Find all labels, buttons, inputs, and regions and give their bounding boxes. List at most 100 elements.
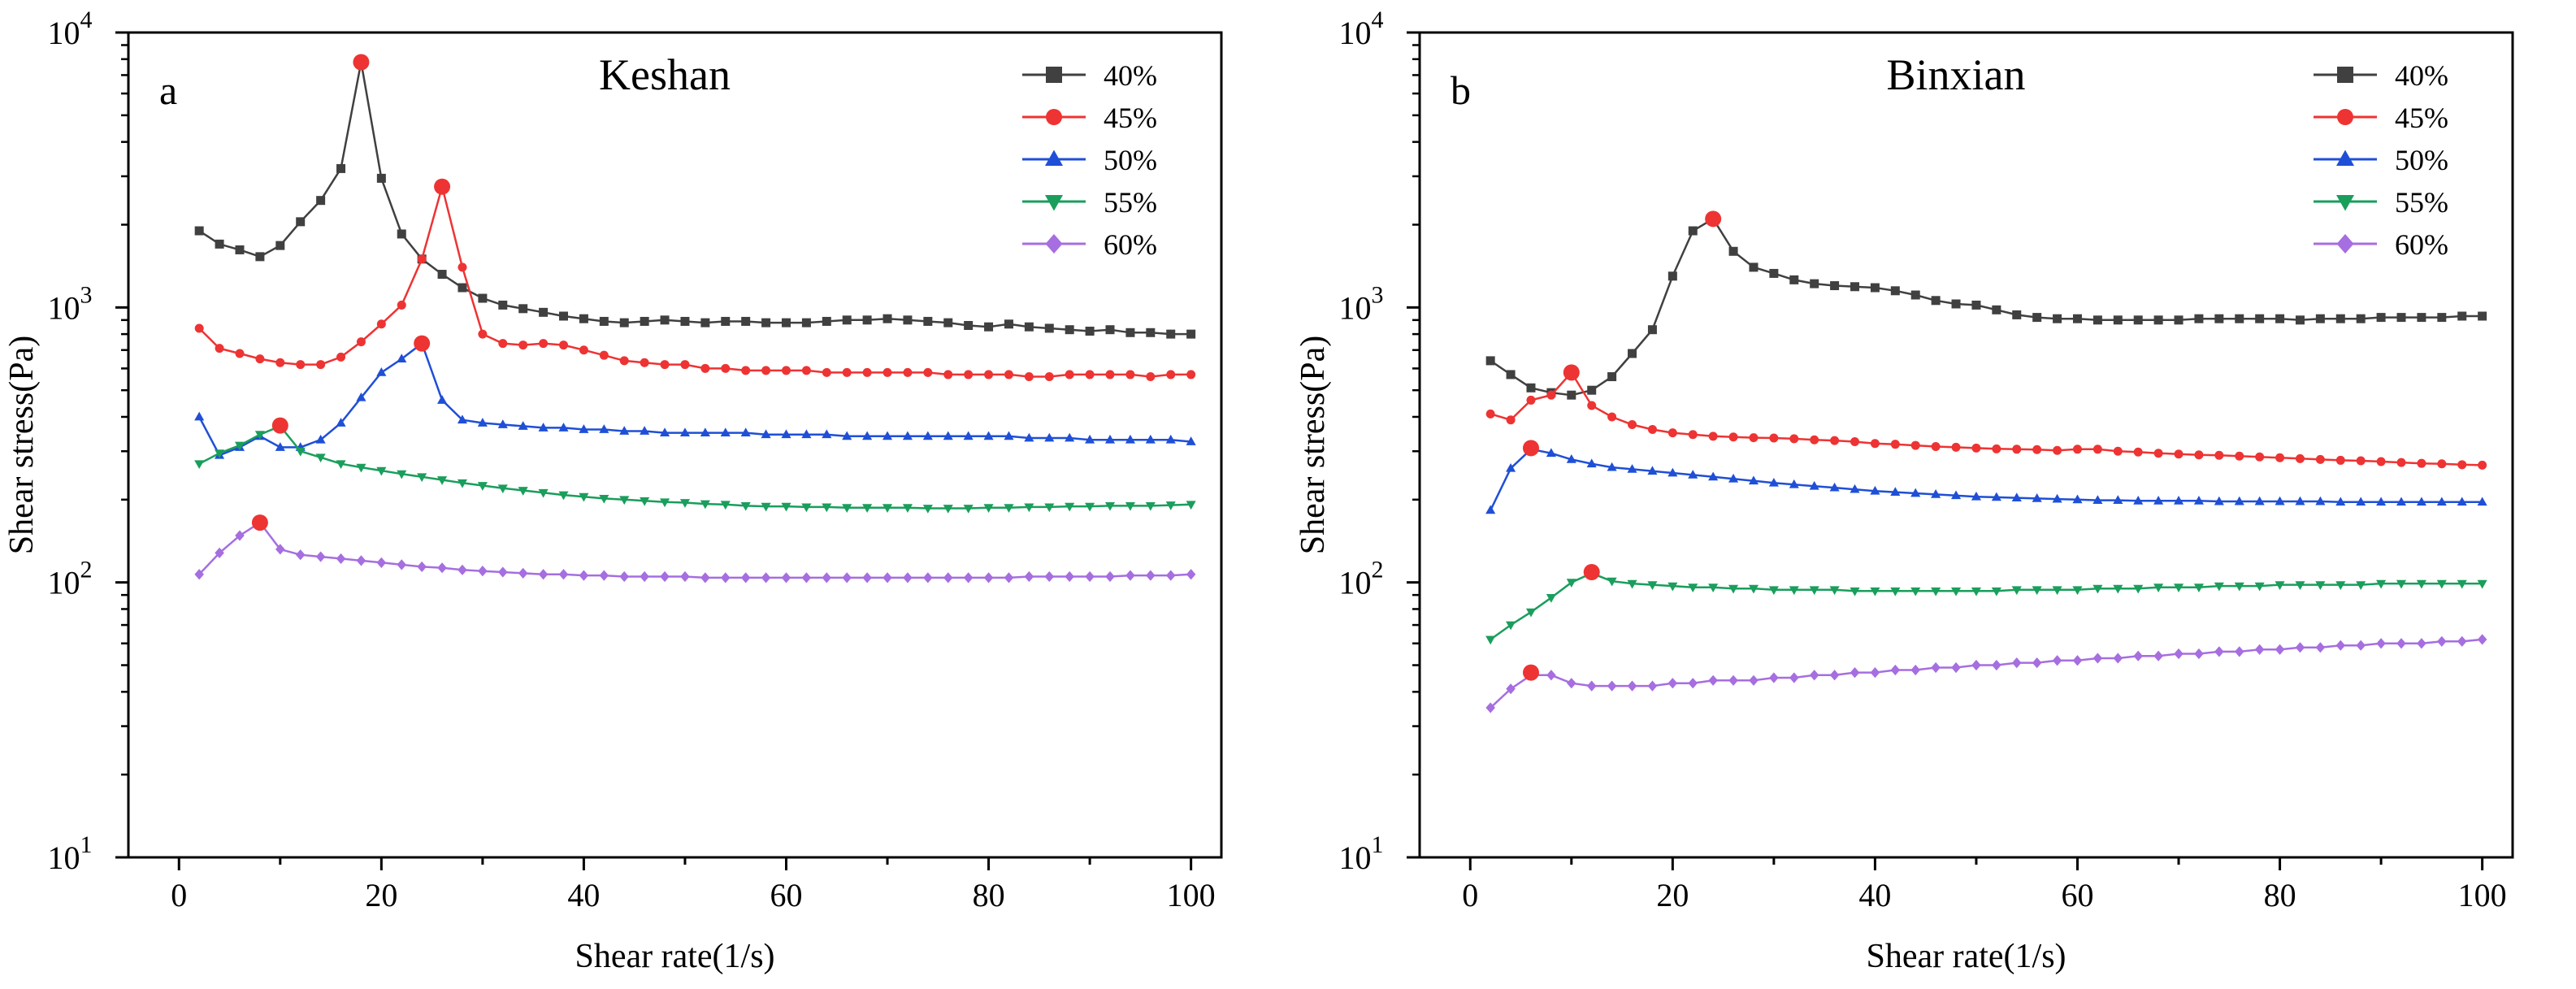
data-point	[2315, 314, 2325, 323]
data-point	[376, 319, 386, 329]
panel-letter: b	[1451, 67, 1471, 113]
data-point	[2234, 496, 2244, 505]
data-point	[619, 570, 630, 583]
series-60-pct	[1485, 634, 2487, 714]
data-point	[1627, 579, 1637, 589]
data-point	[1186, 370, 1196, 380]
data-point	[1809, 586, 1819, 596]
data-point	[1809, 670, 1819, 681]
data-point	[1749, 262, 1759, 272]
data-point	[1870, 439, 1880, 449]
data-point	[2275, 644, 2285, 655]
data-point	[680, 570, 690, 583]
data-point	[478, 293, 488, 303]
data-point	[1125, 434, 1135, 444]
x-tick-label: 100	[2458, 877, 2507, 913]
data-point	[234, 441, 245, 451]
data-point	[1647, 325, 1657, 335]
x-tick-label: 40	[1858, 877, 1891, 913]
data-point	[1830, 436, 1840, 445]
data-point	[2072, 586, 2083, 596]
series-line	[198, 182, 1191, 378]
data-point	[1186, 569, 1196, 580]
data-point	[640, 316, 649, 326]
series-line	[1490, 217, 2483, 397]
data-point	[296, 217, 306, 227]
data-point	[1085, 570, 1095, 583]
data-point	[2356, 456, 2366, 466]
data-point	[2396, 458, 2406, 467]
data-point	[862, 431, 873, 440]
legend: 40% 45% 50% 55% 60%	[1022, 59, 1157, 261]
data-point	[2113, 653, 2123, 664]
data-point	[883, 314, 892, 323]
data-point	[2335, 581, 2346, 590]
y-axis-label: Shear stress(Pa)	[3, 336, 41, 554]
legend-label: 55%	[2395, 186, 2448, 219]
data-point	[1931, 489, 1941, 498]
y-tick-label: 102	[48, 557, 93, 601]
data-point	[1850, 282, 1860, 292]
data-point	[1688, 583, 1698, 592]
data-point	[761, 318, 771, 327]
data-point	[559, 341, 569, 350]
data-point	[275, 241, 285, 250]
data-point	[943, 318, 953, 327]
data-point	[2173, 583, 2184, 592]
data-point	[943, 431, 953, 440]
data-point	[781, 572, 791, 583]
data-point	[498, 300, 508, 310]
data-point	[1748, 475, 1759, 485]
data-point	[1931, 662, 1941, 674]
data-point	[1105, 370, 1115, 380]
x-tick-label: 40	[567, 877, 600, 913]
data-point	[518, 567, 528, 579]
data-point	[1105, 325, 1115, 335]
data-point	[761, 429, 771, 439]
data-point	[2032, 445, 2042, 454]
data-point	[1526, 383, 1536, 393]
data-point	[2376, 638, 2386, 649]
data-point	[1044, 323, 1054, 333]
data-point	[235, 530, 245, 541]
data-point	[2254, 644, 2265, 655]
data-point	[275, 442, 285, 451]
data-point	[2092, 315, 2102, 325]
data-point	[579, 492, 589, 502]
data-point	[2032, 657, 2042, 669]
data-point	[1769, 433, 1779, 443]
data-point	[2234, 646, 2244, 657]
data-point	[619, 426, 630, 435]
series-45-pct	[194, 178, 1196, 382]
data-point	[740, 501, 751, 511]
data-point	[1024, 372, 1034, 382]
data-point	[1044, 432, 1055, 442]
y-tick-label: 103	[1339, 281, 1384, 326]
data-point	[862, 315, 872, 325]
data-point	[2356, 640, 2366, 651]
data-point	[923, 316, 933, 326]
data-point	[761, 502, 771, 512]
y-tick-exponent: 1	[80, 831, 93, 858]
data-point	[477, 482, 488, 491]
data-point	[2052, 493, 2062, 503]
data-point	[801, 318, 811, 327]
data-point	[862, 504, 873, 514]
data-point	[1166, 329, 1176, 339]
data-point	[964, 370, 974, 380]
data-point	[2417, 313, 2426, 323]
data-point	[1910, 587, 1921, 596]
data-point	[822, 503, 832, 513]
data-point	[1628, 349, 1637, 358]
x-tick-label: 20	[365, 877, 397, 913]
data-point	[903, 572, 913, 583]
data-point	[660, 570, 670, 583]
data-point	[1951, 442, 1961, 452]
data-point	[781, 318, 791, 327]
data-point	[983, 572, 994, 583]
data-point	[2032, 586, 2042, 596]
series-60-pct	[194, 514, 1196, 583]
data-point	[1688, 226, 1698, 236]
data-point	[2032, 493, 2042, 502]
data-point	[801, 429, 812, 439]
